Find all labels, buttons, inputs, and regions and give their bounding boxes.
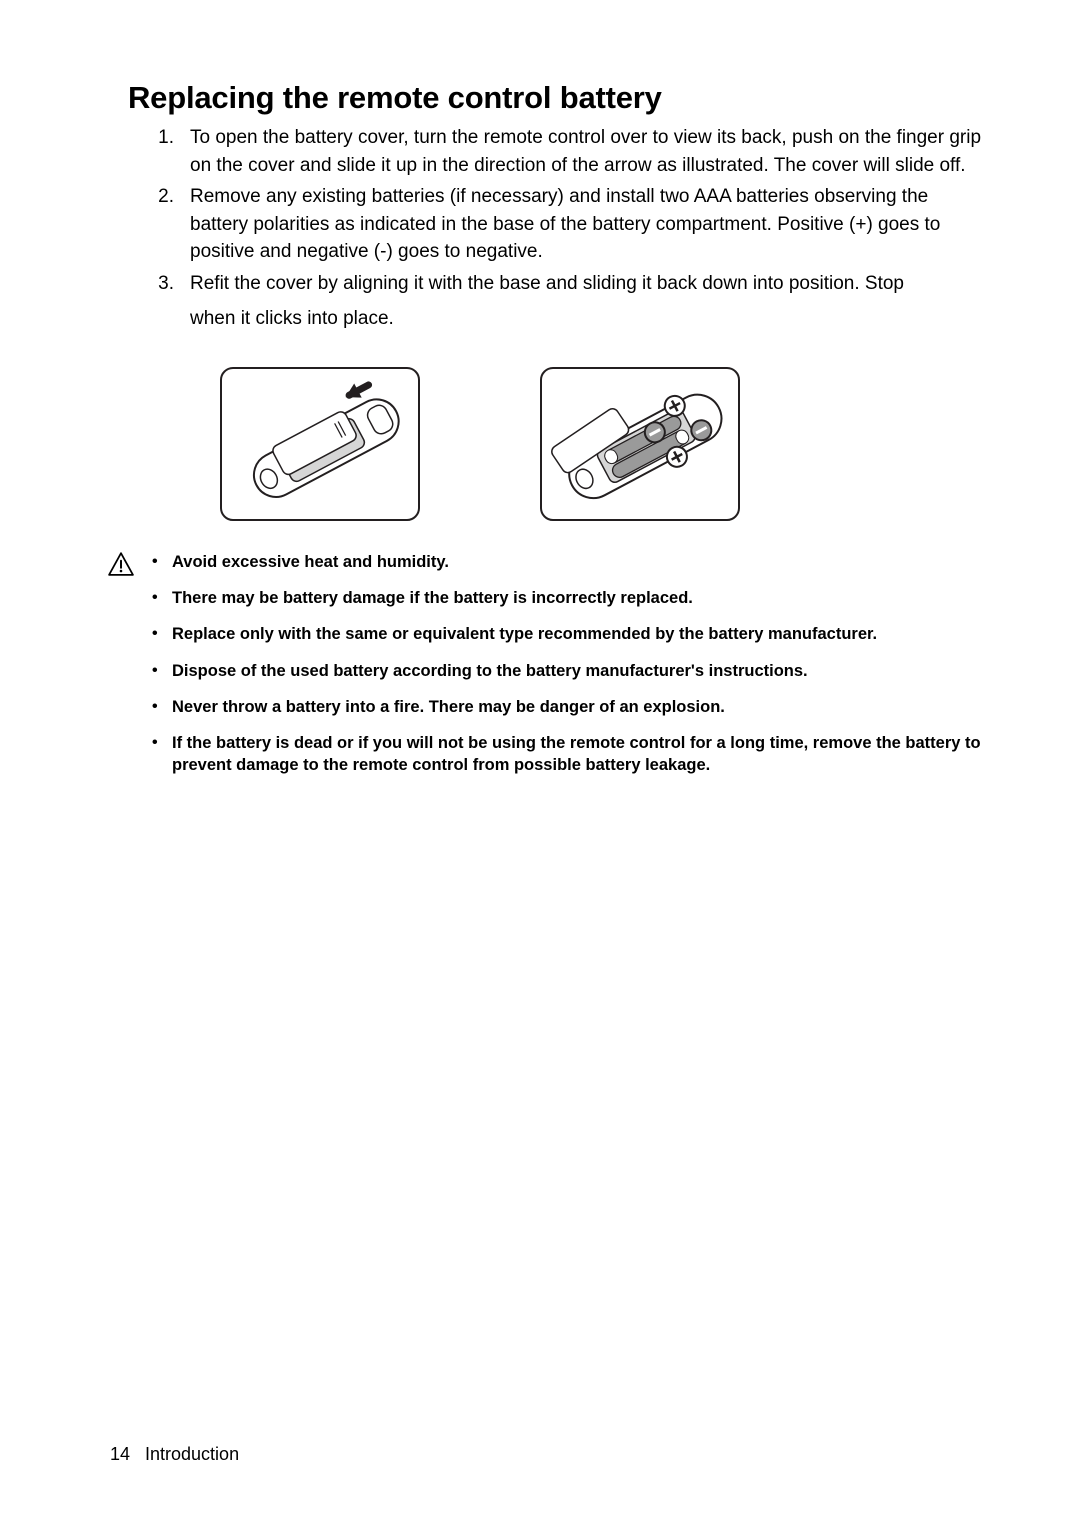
caution-list: Avoid excessive heat and humidity. There…: [144, 551, 990, 791]
caution-item: Replace only with the same or equivalent…: [144, 623, 990, 645]
diagram-insert-batteries: [540, 367, 740, 521]
footer-section: Introduction: [145, 1444, 239, 1464]
page-number: 14: [110, 1444, 140, 1465]
diagram-row: [220, 367, 990, 521]
instruction-list: To open the battery cover, turn the remo…: [128, 124, 990, 333]
step-1: To open the battery cover, turn the remo…: [158, 124, 990, 179]
caution-item: Never throw a battery into a fire. There…: [144, 696, 990, 718]
caution-item: Dispose of the used battery according to…: [144, 660, 990, 682]
warning-icon: [108, 551, 134, 577]
manual-page: Replacing the remote control battery To …: [0, 0, 1080, 1529]
page-footer: 14 Introduction: [110, 1444, 239, 1465]
caution-item: Avoid excessive heat and humidity.: [144, 551, 990, 573]
caution-block: Avoid excessive heat and humidity. There…: [110, 551, 990, 791]
section-heading: Replacing the remote control battery: [128, 80, 990, 116]
step-2: Remove any existing batteries (if necess…: [158, 183, 990, 266]
caution-item: If the battery is dead or if you will no…: [144, 732, 990, 777]
diagram-slide-cover: [220, 367, 420, 521]
caution-item: There may be battery damage if the batte…: [144, 587, 990, 609]
step-3-line1: Refit the cover by aligning it with the …: [190, 273, 904, 294]
step-3-line2: when it clicks into place.: [190, 305, 990, 333]
step-3: Refit the cover by aligning it with the …: [158, 270, 990, 333]
